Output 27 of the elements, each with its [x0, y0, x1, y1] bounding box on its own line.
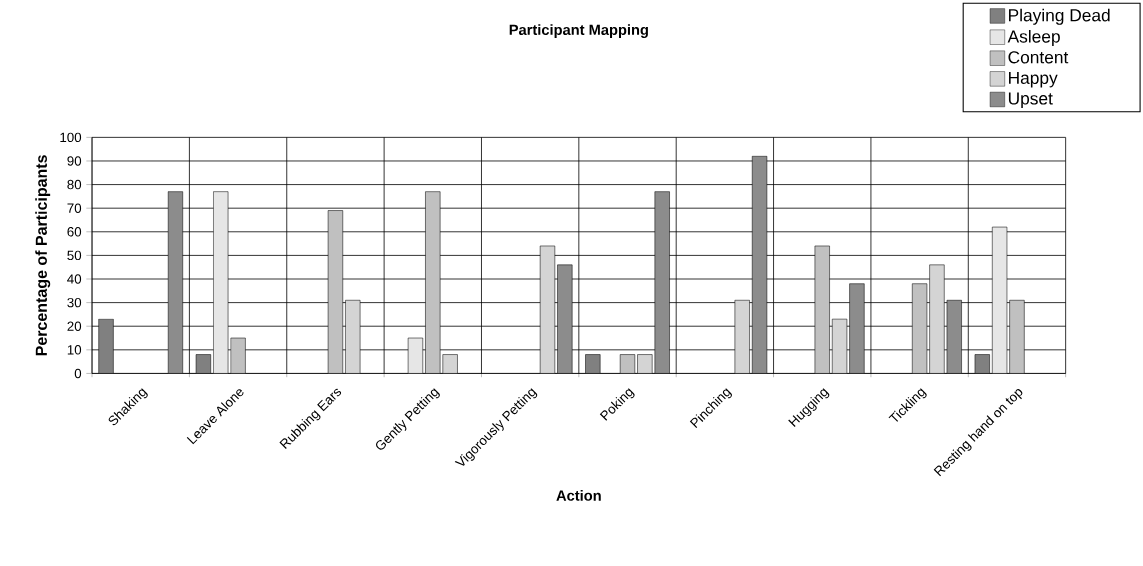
legend-label: Happy: [1009, 71, 1058, 88]
y-axis-title: Percentage of Participants: [35, 155, 51, 356]
bar: [195, 354, 211, 374]
legend-label: Content: [1008, 51, 1069, 64]
bar: [1009, 299, 1025, 374]
y-tick-label: 80: [67, 179, 82, 190]
y-tick-label: 0: [74, 368, 82, 379]
y-tick-label: 90: [67, 156, 82, 166]
y-tick-label: 40: [67, 274, 82, 284]
y-tick-label: 60: [67, 227, 82, 237]
y-tick-label: 10: [67, 345, 82, 355]
legend-label: Upset: [1008, 92, 1053, 108]
y-tick-label: 20: [67, 321, 82, 331]
bar: [974, 354, 990, 374]
bar: [637, 354, 653, 374]
y-tick-label: 100: [60, 132, 82, 142]
bar: [442, 354, 458, 374]
y-tick-label: 70: [67, 203, 82, 213]
bar: [929, 264, 945, 374]
legend-label: Asleep: [1007, 29, 1060, 46]
chart-title: Participant Mapping: [509, 24, 648, 38]
x-axis-title: Action: [556, 489, 601, 501]
y-tick-label: 30: [67, 297, 82, 308]
y-tick-label: 50: [67, 250, 82, 261]
bar: [585, 354, 601, 374]
legend-label: Playing Dead: [1009, 8, 1110, 25]
bar: [230, 337, 246, 374]
